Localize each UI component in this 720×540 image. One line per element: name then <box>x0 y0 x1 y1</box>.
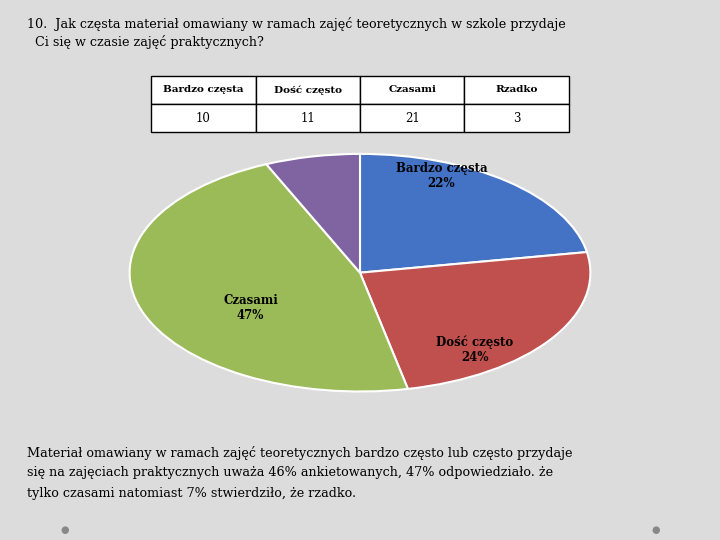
Text: 10: 10 <box>196 112 211 125</box>
Text: 3: 3 <box>513 112 521 125</box>
Text: się na zajęciach praktycznych uważa 46% ankietowanych, 47% odpowiedziało. że: się na zajęciach praktycznych uważa 46% … <box>27 466 554 479</box>
Bar <box>360 76 464 104</box>
Text: Rzadko: Rzadko <box>495 85 538 94</box>
Text: Ci się w czasie zajęć praktycznych?: Ci się w czasie zajęć praktycznych? <box>27 35 264 49</box>
Text: 10.  Jak częsta materiał omawiany w ramach zajęć teoretycznych w szkole przydaje: 10. Jak częsta materiał omawiany w ramac… <box>27 17 566 31</box>
Text: 21: 21 <box>405 112 420 125</box>
Text: Bardzo częsta: Bardzo częsta <box>163 85 243 94</box>
Bar <box>360 104 464 132</box>
Bar <box>256 104 360 132</box>
Text: ●: ● <box>651 525 660 535</box>
Wedge shape <box>130 164 408 392</box>
Text: Bardzo częsta
22%: Bardzo częsta 22% <box>396 161 487 190</box>
Text: tylko czasami natomiast 7% stwierdziło, że rzadko.: tylko czasami natomiast 7% stwierdziło, … <box>27 487 356 500</box>
Text: Dość często: Dość często <box>274 85 342 94</box>
Bar <box>464 76 569 104</box>
Bar <box>256 76 360 104</box>
Bar <box>151 76 256 104</box>
Text: ●: ● <box>60 525 69 535</box>
Wedge shape <box>266 154 360 273</box>
Text: Czasami
47%: Czasami 47% <box>223 294 278 322</box>
Wedge shape <box>360 154 587 273</box>
Text: Dość często
24%: Dość często 24% <box>436 336 513 364</box>
Bar <box>464 104 569 132</box>
Wedge shape <box>360 252 590 389</box>
Bar <box>151 104 256 132</box>
Text: 11: 11 <box>300 112 315 125</box>
Text: Materiał omawiany w ramach zajęć teoretycznych bardzo często lub często przydaje: Materiał omawiany w ramach zajęć teorety… <box>27 446 573 460</box>
Text: Czasami: Czasami <box>388 85 436 94</box>
